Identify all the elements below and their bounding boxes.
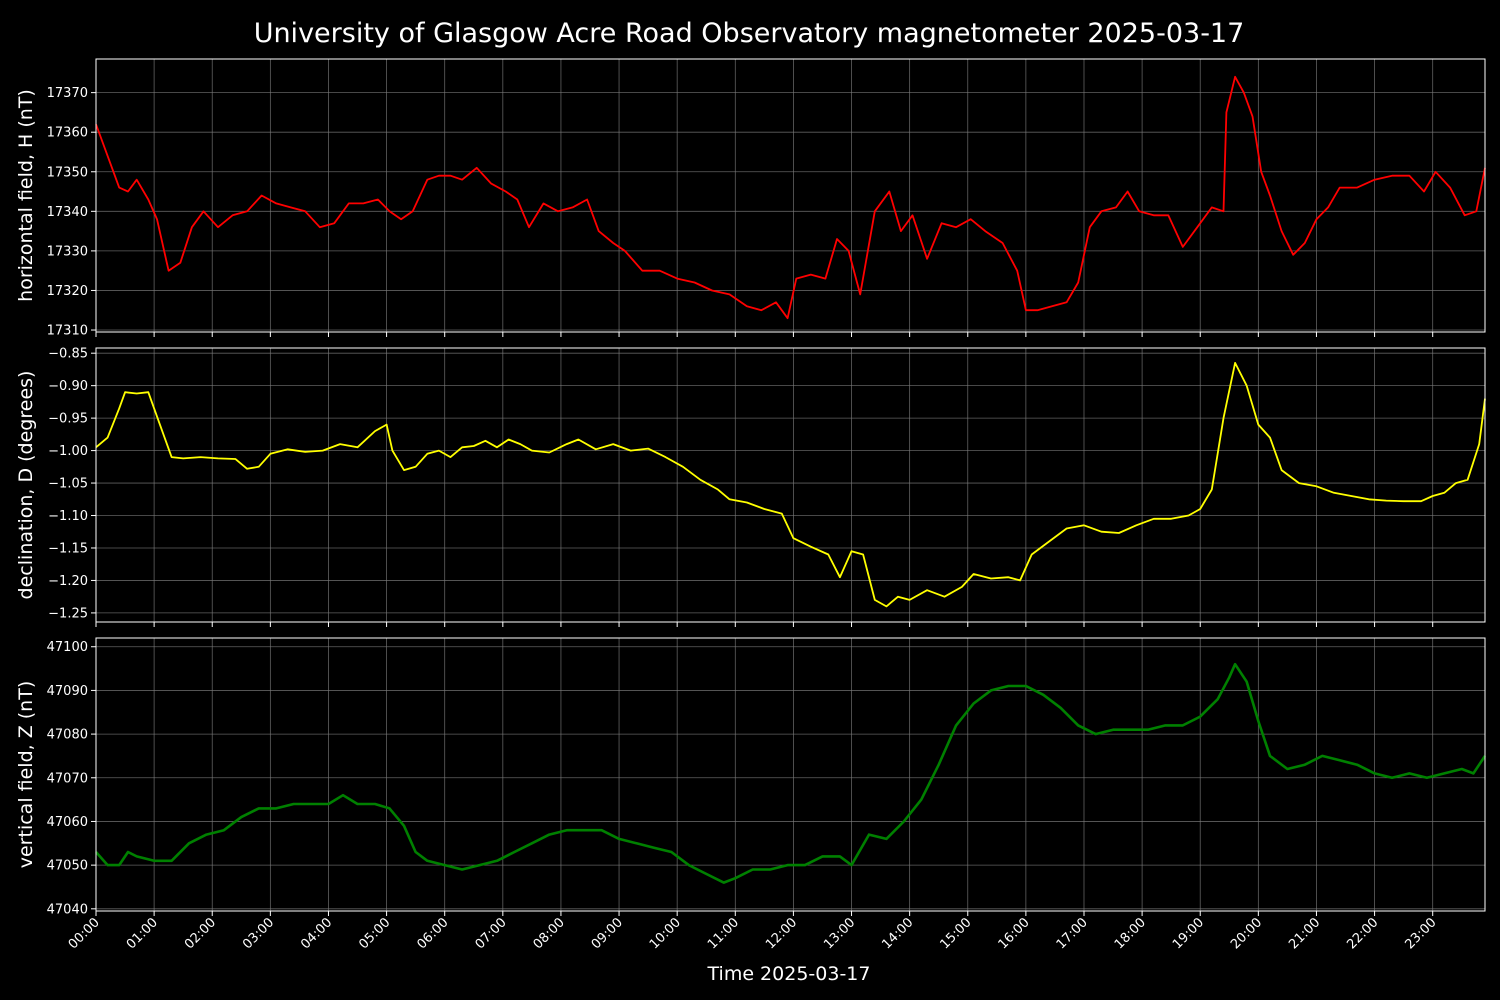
y-tick-label: 47070	[47, 771, 88, 786]
y-axis-label: horizontal field, H (nT)	[15, 89, 37, 302]
y-tick-label: −1.10	[48, 509, 88, 524]
y-tick-label: 47090	[47, 684, 88, 699]
y-tick-label: 17340	[47, 205, 88, 220]
y-tick-label: 17330	[47, 244, 88, 259]
y-tick-label: 17320	[47, 284, 88, 299]
y-tick-label: −0.95	[48, 412, 88, 427]
y-tick-label: 17370	[47, 86, 88, 101]
y-tick-label: 17360	[47, 126, 88, 141]
y-tick-label: −1.15	[48, 541, 88, 556]
y-tick-label: 17350	[47, 165, 88, 180]
y-tick-label: −1.05	[48, 477, 88, 492]
panel-1: 17310 17320 17330 17340 17350 17360 17370 horiz…	[15, 58, 1486, 339]
y-tick-label: 47040	[47, 902, 88, 917]
series-line	[95, 361, 1486, 608]
panel-frame	[95, 58, 1486, 333]
series-line	[95, 75, 1486, 320]
y-tick-label: −0.85	[48, 347, 88, 362]
y-tick-label: 47080	[47, 728, 88, 743]
y-tick-label: 47100	[47, 640, 88, 655]
chart-title: University of Glasgow Acre Road Observat…	[254, 18, 1245, 49]
panel-frame	[95, 637, 1486, 912]
y-tick-label: −1.00	[48, 444, 88, 459]
y-tick-label: 17310	[47, 324, 88, 339]
series-line	[95, 662, 1487, 884]
y-tick-label: 47060	[47, 815, 88, 830]
y-axis-label: vertical field, Z (nT)	[15, 681, 37, 869]
y-tick-label: −1.20	[48, 574, 88, 589]
y-tick-label: −1.25	[48, 606, 88, 621]
x-axis-label: Time 2025-03-17	[707, 963, 871, 985]
panel-2: −1.25 −1.20 −1.15 −1.10 −1.05 −1.00 −0.95 −0.90…	[15, 347, 1486, 627]
panel-frame	[95, 347, 1486, 623]
y-tick-label: −0.90	[48, 379, 88, 394]
y-tick-label: 47050	[47, 859, 88, 874]
y-axis-label: declination, D (degrees)	[15, 371, 37, 600]
